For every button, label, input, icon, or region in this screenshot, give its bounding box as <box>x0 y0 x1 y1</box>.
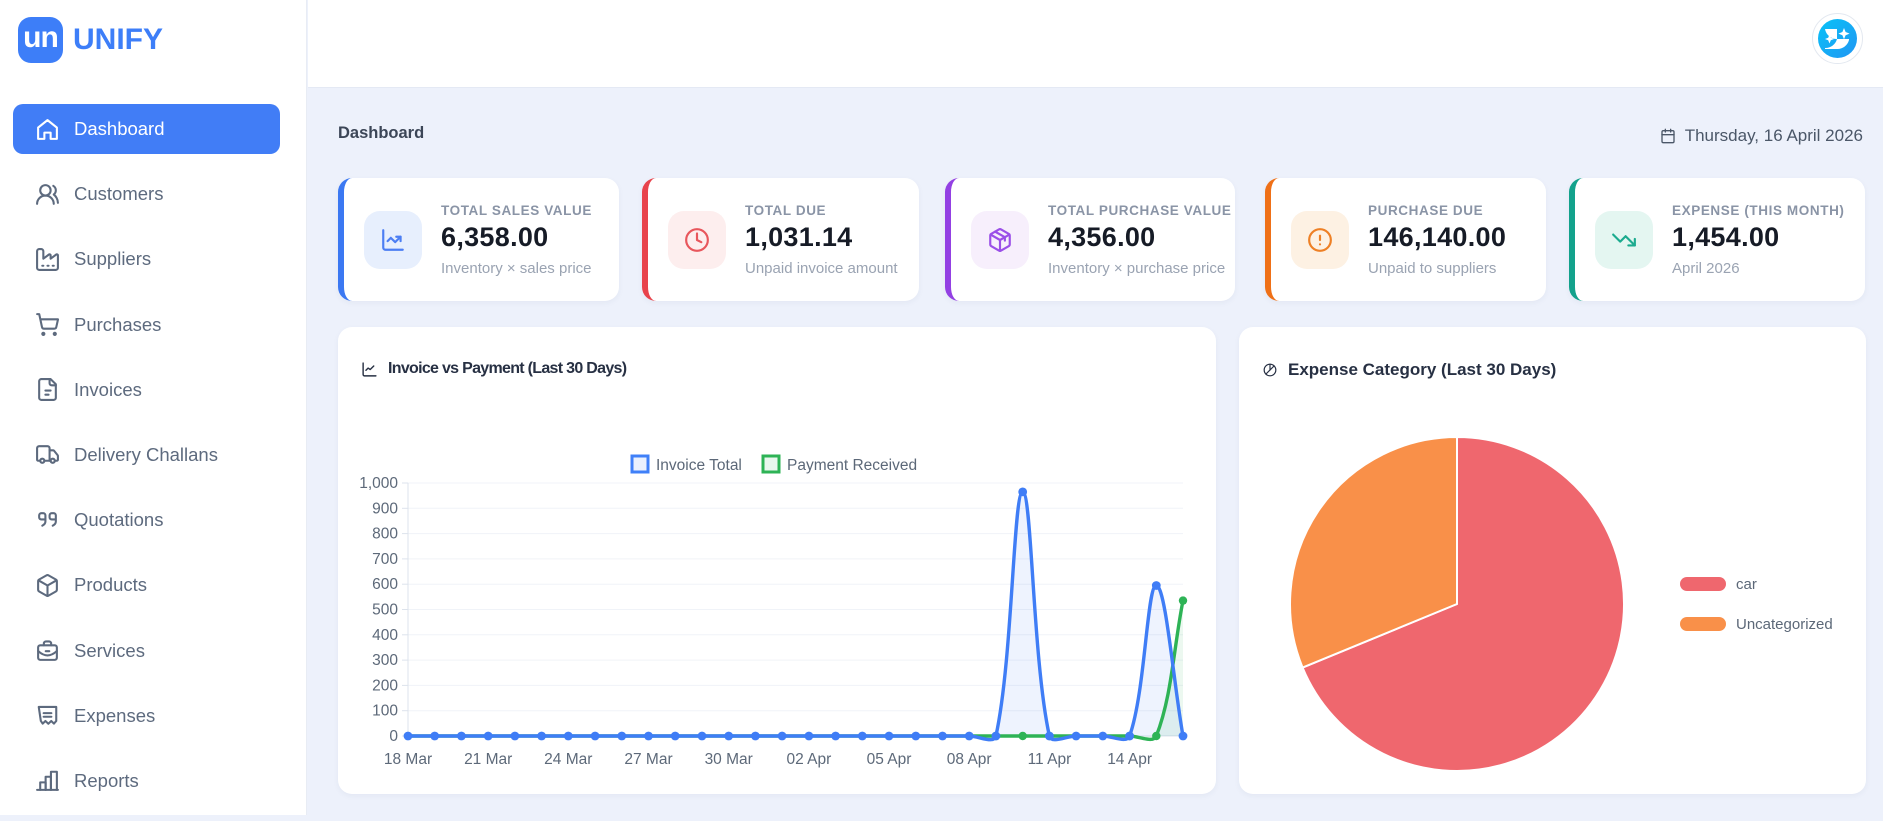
svg-text:Uncategorized: Uncategorized <box>1736 616 1833 633</box>
svg-text:900: 900 <box>372 500 398 517</box>
svg-text:27 Mar: 27 Mar <box>624 751 672 768</box>
svg-text:700: 700 <box>372 551 398 568</box>
svg-text:600: 600 <box>372 576 398 593</box>
svg-text:Payment Received: Payment Received <box>787 457 917 474</box>
svg-text:Invoice Total: Invoice Total <box>656 457 742 474</box>
svg-text:300: 300 <box>372 652 398 669</box>
svg-text:200: 200 <box>372 677 398 694</box>
svg-text:30 Mar: 30 Mar <box>705 751 753 768</box>
svg-text:24 Mar: 24 Mar <box>544 751 592 768</box>
svg-text:11 Apr: 11 Apr <box>1028 751 1072 768</box>
svg-text:02 Apr: 02 Apr <box>786 751 831 768</box>
svg-text:car: car <box>1736 576 1757 593</box>
svg-text:400: 400 <box>372 627 398 644</box>
svg-text:500: 500 <box>372 602 398 619</box>
svg-text:0: 0 <box>389 728 398 745</box>
svg-text:21 Mar: 21 Mar <box>464 751 512 768</box>
svg-text:05 Apr: 05 Apr <box>867 751 912 768</box>
svg-text:800: 800 <box>372 526 398 543</box>
svg-text:100: 100 <box>372 703 398 720</box>
svg-text:14 Apr: 14 Apr <box>1107 751 1152 768</box>
svg-text:08 Apr: 08 Apr <box>947 751 992 768</box>
svg-text:1,000: 1,000 <box>359 475 398 492</box>
svg-text:18 Mar: 18 Mar <box>384 751 432 768</box>
